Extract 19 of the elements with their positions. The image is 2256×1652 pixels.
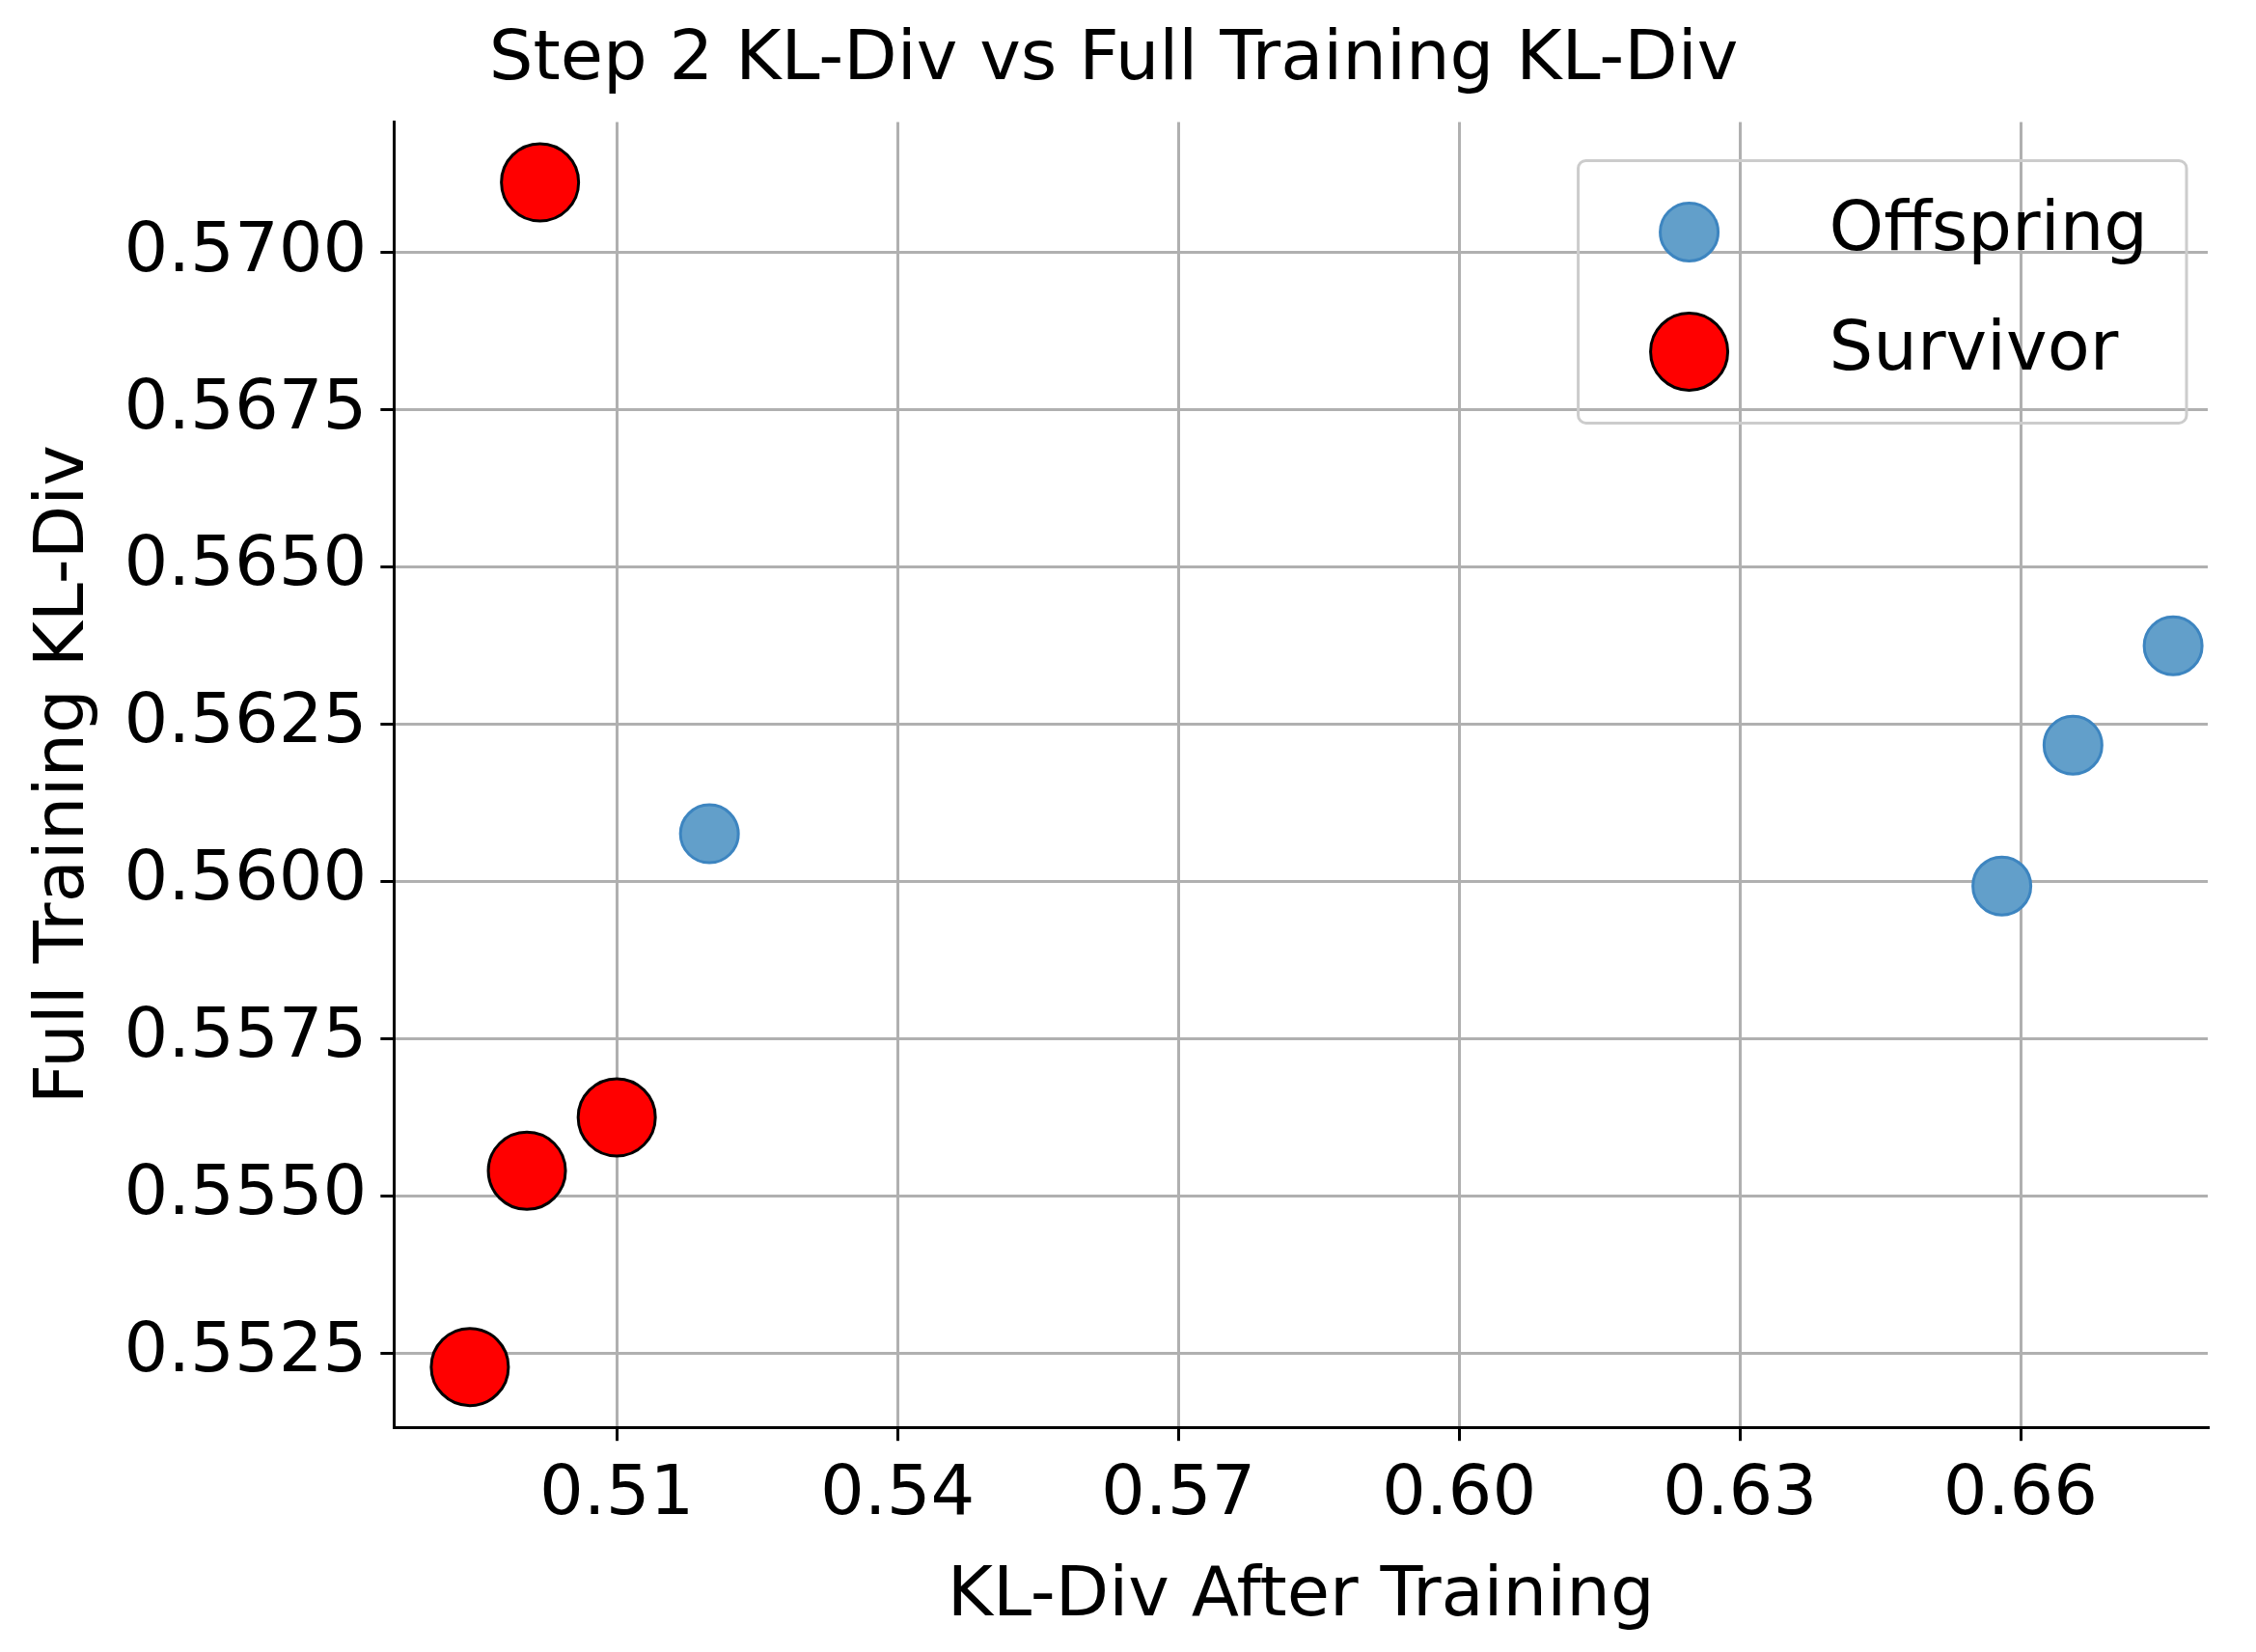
y-tick-label: 0.5675 xyxy=(124,363,368,445)
x-tick-label: 0.57 xyxy=(1100,1449,1256,1531)
legend-label: Survivor xyxy=(1829,305,2119,387)
x-tick-label: 0.51 xyxy=(539,1449,695,1531)
y-tick-label: 0.5650 xyxy=(124,520,368,602)
x-axis-title: KL-Div After Training xyxy=(947,1550,1655,1632)
y-tick-label: 0.5600 xyxy=(124,835,368,917)
y-tick-label: 0.5525 xyxy=(124,1307,368,1389)
legend-label: Offspring xyxy=(1829,185,2148,267)
x-tick-label: 0.54 xyxy=(819,1449,976,1531)
y-tick-label: 0.5625 xyxy=(124,677,368,759)
y-tick-label: 0.5550 xyxy=(124,1149,368,1231)
y-tick-label: 0.5700 xyxy=(124,206,368,288)
chart-title: Step 2 KL-Div vs Full Training KL-Div xyxy=(488,14,1739,96)
x-tick-label: 0.66 xyxy=(1942,1449,2099,1531)
y-tick-label: 0.5575 xyxy=(124,992,368,1074)
x-tick-label: 0.60 xyxy=(1381,1449,1537,1531)
y-axis-title: Full Training KL-Div xyxy=(17,445,99,1105)
x-tick-label: 0.63 xyxy=(1662,1449,1818,1531)
